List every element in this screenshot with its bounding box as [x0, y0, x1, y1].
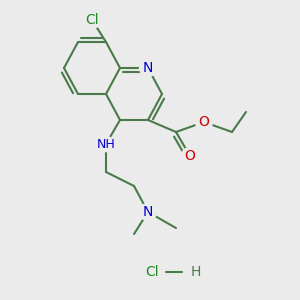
Text: O: O — [184, 149, 195, 163]
Text: NH: NH — [97, 137, 116, 151]
Circle shape — [140, 59, 157, 76]
Circle shape — [98, 136, 114, 152]
Circle shape — [140, 203, 157, 220]
Text: H: H — [191, 265, 201, 279]
Text: N: N — [143, 61, 153, 75]
Circle shape — [83, 11, 100, 28]
Circle shape — [196, 113, 212, 130]
Text: Cl: Cl — [145, 265, 159, 279]
Text: Cl: Cl — [85, 13, 99, 27]
Text: N: N — [143, 205, 153, 219]
Circle shape — [182, 148, 199, 164]
Text: O: O — [199, 115, 209, 129]
